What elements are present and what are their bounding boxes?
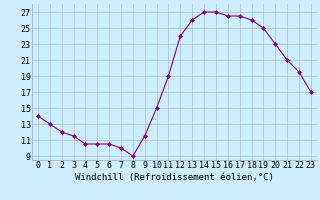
X-axis label: Windchill (Refroidissement éolien,°C): Windchill (Refroidissement éolien,°C): [75, 173, 274, 182]
